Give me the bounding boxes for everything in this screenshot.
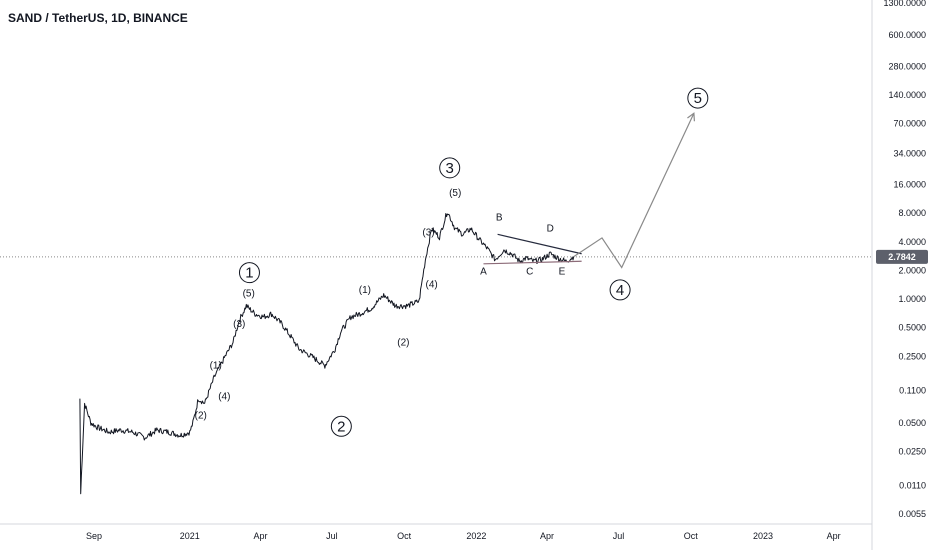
wave-abc-label: B: [496, 213, 503, 224]
x-tick-label: 2023: [753, 531, 773, 541]
price-line: [79, 213, 575, 495]
wave-major-label: 5: [694, 90, 702, 107]
wave-major-circle: [238, 262, 260, 284]
y-tick-label: 600.0000: [888, 30, 926, 40]
x-tick-label: Oct: [684, 531, 699, 541]
y-tick-label: 2.0000: [898, 265, 926, 275]
wave-major-label: 2: [337, 418, 345, 435]
wave-minor-label: (3): [233, 319, 245, 330]
x-tick-label: Jul: [326, 531, 338, 541]
wave-major-label: 1: [245, 265, 253, 282]
drawings: 1 2 3 4 5 (1) (1) (2) (2) (3) (3) (4) (4) (5) (5) A B C D E: [195, 87, 709, 437]
y-tick-label: 1300.0000: [883, 0, 926, 8]
x-tick-label: Sep: [86, 531, 102, 541]
y-tick-label: 8.0000: [898, 208, 926, 218]
y-tick-label: 140.0000: [888, 90, 926, 100]
projection-path: [573, 113, 695, 269]
x-tick-label: Apr: [540, 531, 554, 541]
wave-abc-label: C: [526, 267, 533, 278]
wave-minor-label: (5): [243, 288, 255, 299]
y-tick-label: 34.0000: [893, 148, 926, 158]
x-tick-label: Jul: [613, 531, 625, 541]
y-tick-label: 0.0250: [898, 446, 926, 456]
wave-major-label: 3: [446, 160, 454, 177]
wave-minor-label: (4): [218, 391, 230, 402]
y-tick-label: 0.0500: [898, 418, 926, 428]
current-price-badge: [876, 249, 928, 264]
y-tick-label: 4.0000: [898, 237, 926, 247]
y-tick-label: 0.2500: [898, 351, 926, 361]
x-tick-label: 2021: [180, 531, 200, 541]
current-price-label: 2.7842: [888, 252, 916, 262]
wave-abc-label: D: [547, 224, 554, 235]
y-tick-label: 0.0055: [898, 509, 926, 519]
x-tick-label: 2022: [466, 531, 486, 541]
wave-minor-label: (3): [422, 228, 434, 239]
wave-major-circle: [687, 87, 709, 109]
price-series: [79, 213, 575, 495]
y-tick-label: 280.0000: [888, 61, 926, 71]
wave-minor-label: (2): [195, 410, 207, 421]
wave-major-label: 4: [616, 282, 624, 299]
x-tick-label: Apr: [253, 531, 267, 541]
y-tick-label: 0.0110: [899, 480, 926, 490]
x-tick-label: Oct: [397, 531, 412, 541]
wave-minor-label: (1): [359, 285, 371, 296]
x-axis[interactable]: Sep 2021 Apr Jul Oct 2022 Apr Jul Oct 2023 Apr: [86, 531, 841, 541]
chart-title: SAND / TetherUS, 1D, BINANCE: [8, 11, 188, 25]
triangle-lower-line: [483, 260, 582, 265]
y-tick-label: 0.1100: [899, 385, 926, 395]
wave-major-circle: [330, 415, 352, 437]
wave-major-circle: [609, 279, 631, 301]
wave-major-circle: [439, 157, 461, 179]
wave-abc-label: A: [480, 267, 487, 278]
wave-minor-label: (2): [397, 337, 409, 348]
triangle-upper-line: [497, 233, 582, 255]
y-tick-label: 1.0000: [898, 294, 926, 304]
y-tick-label: 16.0000: [893, 180, 926, 190]
projection-arrow-head: [687, 112, 695, 122]
y-tick-label: 70.0000: [893, 119, 926, 129]
y-tick-label: 0.5000: [898, 323, 926, 333]
wave-abc-label: E: [559, 267, 566, 278]
wave-minor-label: (5): [449, 188, 461, 199]
current-price-group: 2.7842: [0, 249, 928, 264]
x-tick-label: Apr: [827, 531, 841, 541]
y-axis[interactable]: 1300.0000 600.0000 280.0000 140.0000 70.0000…: [883, 0, 926, 519]
wave-minor-label: (1): [210, 361, 222, 372]
wave-minor-label: (4): [426, 280, 438, 291]
